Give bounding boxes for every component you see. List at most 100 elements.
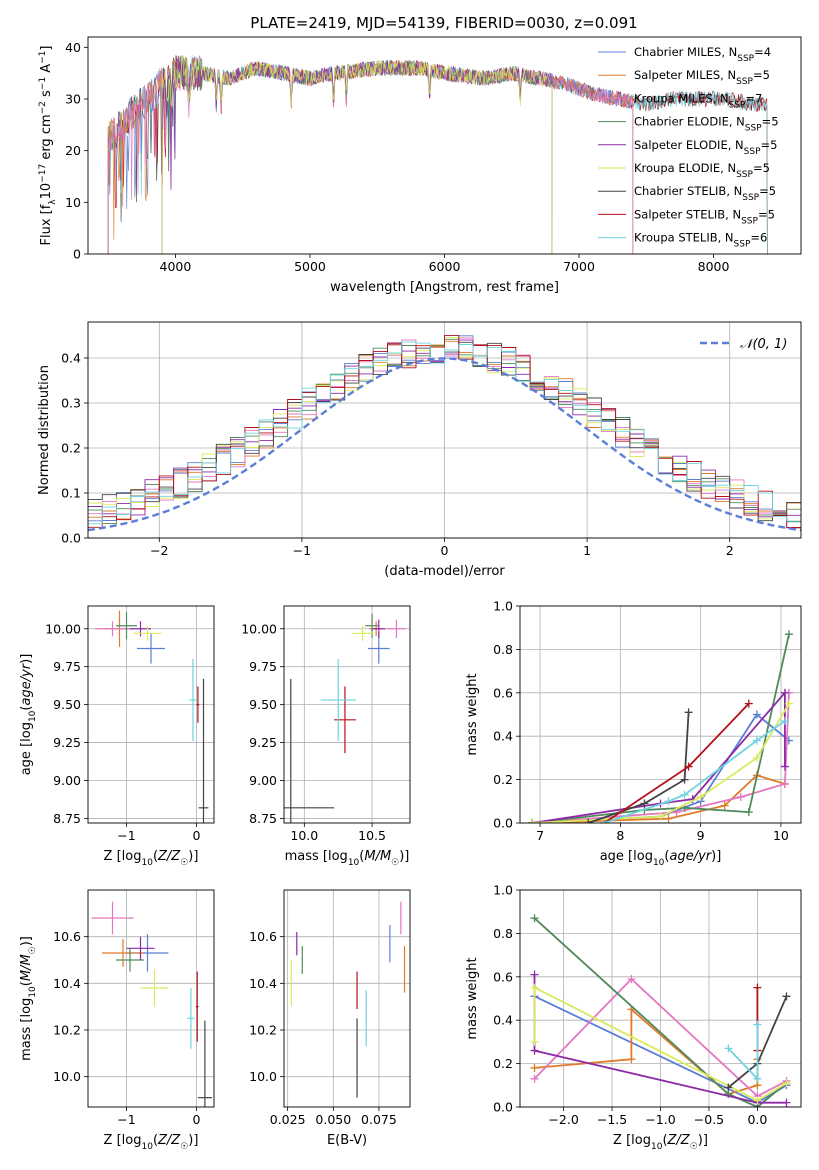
x-tick-label: 5000 (294, 259, 326, 274)
y-tick-label: 0.0 (493, 816, 513, 831)
panel-residuals: −2 −1 0 1 2 0.0 0.1 0.2 0.3 0.4 (data-model)/error… (37, 321, 802, 579)
series-line (587, 712, 690, 823)
data-marker (744, 808, 753, 817)
plot-area (530, 914, 791, 1107)
point-salpeter-stelib (195, 971, 199, 1042)
legend-entry: Kroupa MILES, NSSP=7 (634, 91, 762, 110)
data-marker (627, 974, 636, 983)
y-tick-label: 9.75 (249, 659, 277, 674)
y-axis-label: mass weight (465, 673, 480, 755)
point-chabrier-stelib (198, 678, 209, 823)
data-marker (600, 819, 609, 823)
spectrum-series (107, 55, 768, 254)
legend: Chabrier MILES, NSSP=4 Salpeter MILES, NS… (598, 45, 779, 250)
y-tick-label: 9.25 (53, 735, 81, 750)
y-tick-label: 10.6 (249, 929, 277, 944)
legend: 𝒩(0, 1) (700, 337, 787, 352)
x-axis-label: wavelength [Angstrom, rest frame] (330, 280, 559, 295)
axes-frame (87, 36, 802, 255)
data-marker (753, 983, 762, 992)
grid (284, 606, 410, 823)
legend-entry: Kroupa STELIB, NSSP=6 (634, 231, 767, 250)
data-marker (584, 819, 593, 823)
data-marker (782, 1079, 791, 1088)
point-chabrier-elodie (116, 948, 144, 972)
y-tick-label: 9.50 (249, 697, 277, 712)
data-marker (530, 1063, 539, 1072)
axes-frame (519, 889, 802, 1108)
data-marker (753, 1074, 762, 1083)
x-tick-label: −1.5 (597, 1112, 627, 1127)
panel-weight-age: 7 8 9 10 0.0 0.2 0.4 0.6 0.8 1.0 age [log10(age/yr… (465, 599, 802, 868)
series-chabrier-stelib (584, 708, 693, 823)
y-tick-label: 0.0 (61, 531, 81, 546)
legend-entry: Salpeter MILES, NSSP=5 (634, 68, 770, 87)
y-tick-label: 0.6 (493, 685, 513, 700)
panel-mass-EBV: 0.025 0.050 0.075 10.0 10.2 10.4 10.6 E(B-V) (249, 889, 411, 1148)
y-tick-label: 10.4 (249, 976, 277, 991)
y-tick-label: 10.0 (249, 1069, 277, 1084)
y-tick-label: 0.6 (493, 969, 513, 984)
x-tick-label: 6000 (429, 259, 461, 274)
data-marker (530, 983, 539, 992)
data-marker (784, 699, 793, 708)
legend-entry: Chabrier STELIB, NSSP=5 (634, 184, 776, 203)
panel-age-Z: −1 0 8.75 9.00 9.25 9.50 9.75 10.00 Z [log10(Z/Z… (19, 605, 215, 868)
y-tick-label: 0.4 (61, 351, 81, 366)
y-tick-label: 9.25 (249, 735, 277, 750)
spectrum-series (107, 55, 768, 254)
y-tick-label: 10.6 (53, 929, 81, 944)
y-axis-label: Normed distribution (37, 365, 52, 495)
point-salpeter-stelib (196, 686, 200, 723)
plot-area (95, 610, 209, 823)
grid (520, 889, 801, 1108)
y-tick-label: 0.8 (493, 642, 513, 657)
legend-entry: Chabrier MILES, NSSP=4 (634, 45, 771, 64)
x-axis-label: Z [log10(Z/Z☉)] (613, 1133, 708, 1152)
y-tick-label: 0.3 (61, 396, 81, 411)
y-axis-label: age [log10(age/yr)] (19, 654, 38, 776)
legend-entry: 𝒩(0, 1) (740, 337, 787, 352)
series-line (533, 986, 787, 1102)
x-tick-label: 10.5 (358, 828, 386, 843)
x-tick-label: 8 (616, 828, 624, 843)
series-line (534, 1007, 759, 1096)
y-tick-label: 1.0 (493, 883, 513, 898)
y-tick-label: 0.4 (493, 1013, 513, 1028)
data-marker (664, 814, 673, 823)
y-tick-label: 0.2 (493, 772, 513, 787)
x-axis-label: Z [log10(Z/Z☉)] (104, 1133, 199, 1152)
series-line (727, 1024, 759, 1082)
point-chabrier-elodie (365, 613, 379, 638)
y-tick-label: 9.00 (249, 773, 277, 788)
data-marker (627, 1055, 636, 1064)
axes-frame (283, 605, 411, 824)
point-chabrier-miles (368, 633, 390, 664)
data-marker (753, 1020, 762, 1029)
axes-frame (87, 605, 215, 824)
data-marker (530, 1037, 539, 1046)
legend-entry: Kroupa ELODIE, NSSP=5 (634, 161, 770, 180)
y-tick-label: 0.2 (61, 441, 81, 456)
series-kroupa-stelib (724, 1020, 762, 1083)
data-marker (780, 762, 789, 771)
plot-area (528, 630, 793, 823)
y-tick-label: 0.8 (493, 926, 513, 941)
data-marker (680, 775, 689, 784)
panel-mass-Z: −1 0 10.0 10.2 10.4 10.6 Z [log10(Z/Z☉)] mass [… (19, 889, 215, 1152)
y-tick-label: 0 (73, 247, 81, 262)
gaussian-curve (88, 357, 801, 532)
panel-spectrum: 4000 5000 6000 7000 8000 0 10 20 30 40 wavelength … (38, 36, 802, 295)
x-tick-label: 4000 (160, 259, 192, 274)
data-marker (752, 710, 761, 719)
axes-frame (519, 605, 802, 824)
data-marker (752, 753, 761, 762)
point-chabrier-elodie (116, 612, 137, 640)
data-marker (780, 688, 789, 697)
x-tick-label: 8000 (698, 259, 730, 274)
spectrum-series (107, 55, 768, 254)
x-tick-label: 0 (193, 1112, 201, 1127)
data-marker (530, 1074, 539, 1083)
y-tick-label: 8.75 (53, 811, 81, 826)
y-tick-label: 0.2 (493, 1056, 513, 1071)
